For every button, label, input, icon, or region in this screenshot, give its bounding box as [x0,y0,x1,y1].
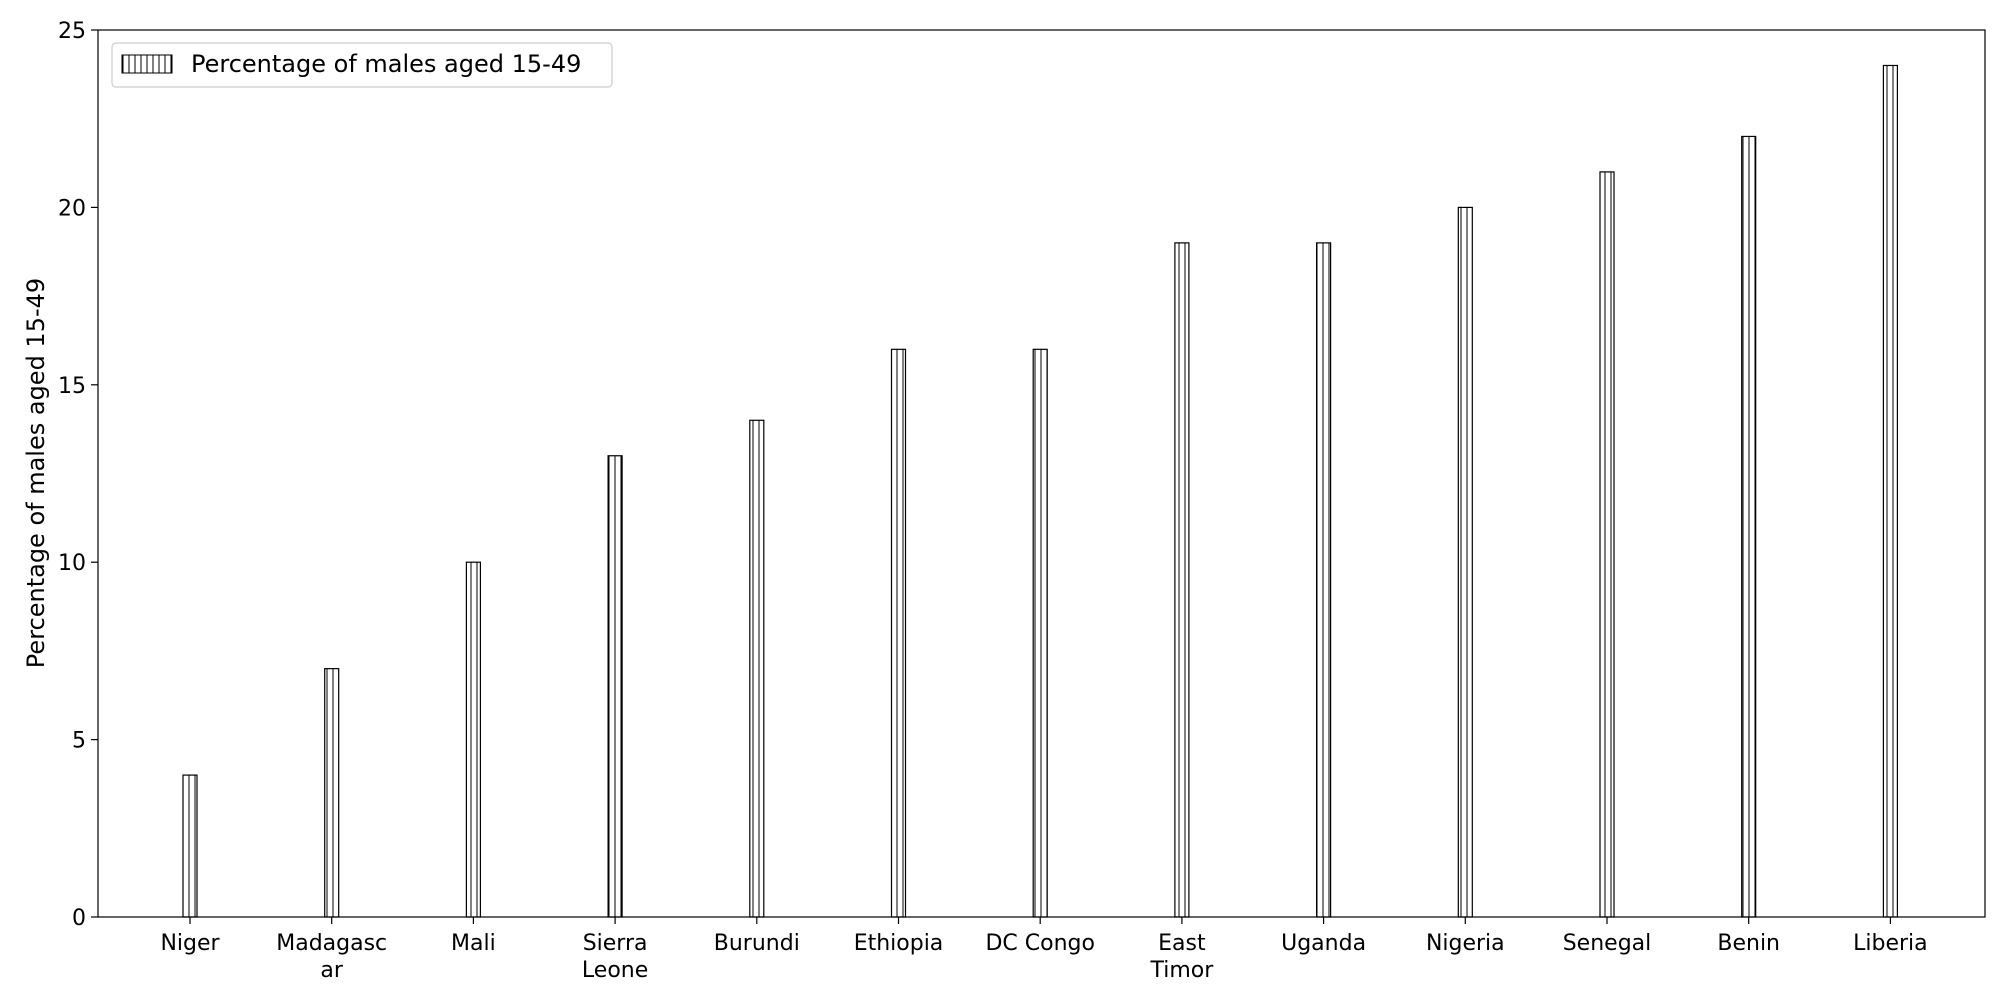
x-tick-label: DC Congo [985,931,1094,956]
y-axis: 0 5 10 15 20 25 [58,19,98,931]
x-tick-label: Benin [1717,931,1780,956]
x-tick-label: Liberia [1853,931,1928,956]
plot-frame [97,29,1986,918]
legend-swatch [121,54,173,74]
x-tick-label: Mali [451,931,496,956]
bar-burundi [749,419,765,918]
bar-senegal [1599,171,1615,918]
bar-niger [182,774,198,918]
x-tick-label: Ethiopia [854,931,944,956]
bar-madagascar [324,668,340,918]
bar-sierra-leone [607,455,623,918]
legend-box [111,42,613,88]
x-axis: Niger Madagasc ar Mali Sierra Leone Burundi Eth… [160,917,1928,983]
x-tick-label: Nigeria [1426,931,1505,956]
x-tick-label: Senegal [1563,931,1652,956]
x-tick-label: Madagasc ar [276,931,387,983]
x-tick-label: Niger [160,931,220,956]
y-tick-label: 25 [58,19,86,44]
x-tick-label: East Timor [1149,931,1214,983]
bar-mali [465,561,481,918]
bar-uganda [1315,242,1332,918]
bar-east-timor [1174,242,1190,918]
y-tick-label: 15 [58,374,86,399]
legend-label: Percentage of males aged 15-49 [191,50,581,78]
x-tick-label: Burundi [714,931,800,956]
bar-dc-congo [1032,348,1048,918]
bar-nigeria [1457,206,1473,918]
y-axis-title: Percentage of males aged 15-49 [22,278,50,668]
bar-ethiopia [890,348,907,918]
x-tick-label: Sierra Leone [582,931,648,983]
y-tick-label: 5 [72,729,86,754]
bar-benin [1741,135,1757,918]
y-tick-label: 10 [58,551,86,576]
bar-liberia [1882,64,1899,918]
x-tick-label: Uganda [1281,931,1366,956]
legend: Percentage of males aged 15-49 [111,42,613,88]
y-tick-label: 20 [58,196,86,221]
y-tick-label: 0 [72,906,86,931]
